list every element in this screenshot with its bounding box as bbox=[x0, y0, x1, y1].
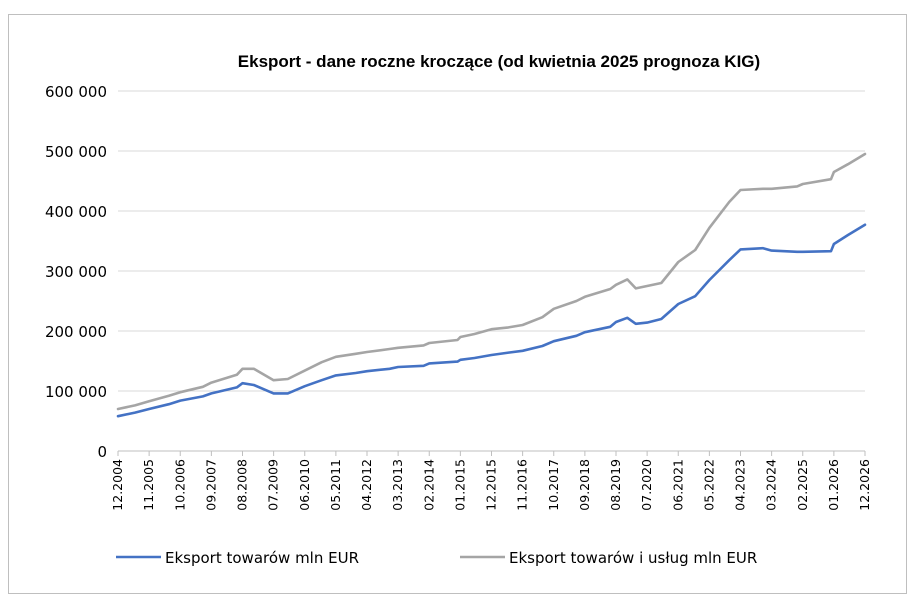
x-tick-label: 03.2013 bbox=[390, 459, 405, 511]
x-tick-label: 06.2010 bbox=[297, 459, 312, 511]
y-tick-label: 100 000 bbox=[45, 383, 107, 401]
x-tick-label: 11.2005 bbox=[141, 459, 156, 511]
x-tick-label: 10.2017 bbox=[546, 459, 561, 511]
x-tick-label: 02.2014 bbox=[421, 459, 436, 511]
y-tick-label: 500 000 bbox=[45, 143, 107, 161]
x-tick-label: 12.2004 bbox=[110, 459, 125, 511]
x-tick-label: 09.2018 bbox=[577, 459, 592, 511]
x-tick-label: 02.2025 bbox=[795, 459, 810, 511]
x-tick-label: 03.2024 bbox=[764, 459, 779, 511]
y-tick-label: 200 000 bbox=[45, 323, 107, 341]
legend-label: Eksport towarów mln EUR bbox=[165, 549, 359, 567]
y-axis-ticks: 0 100 000 200 000 300 000 400 000 500 000 600 … bbox=[45, 83, 107, 461]
x-tick-label: 05.2022 bbox=[701, 459, 716, 511]
series-line-1 bbox=[116, 223, 867, 418]
series-line-2 bbox=[116, 152, 867, 411]
x-tick-label: 12.2015 bbox=[484, 459, 499, 511]
x-tick-label: 07.2020 bbox=[639, 459, 654, 511]
x-tick-label: 12.2026 bbox=[857, 459, 872, 511]
x-tick-label: 08.2008 bbox=[235, 459, 250, 511]
x-tick-label: 06.2021 bbox=[670, 459, 685, 511]
chart-frame: Eksport - dane roczne kroczące (od kwiet… bbox=[8, 14, 907, 594]
x-tick-label: 10.2006 bbox=[172, 459, 187, 511]
legend-label: Eksport towarów i usług mln EUR bbox=[509, 549, 757, 567]
y-tick-label: 600 000 bbox=[45, 83, 107, 101]
series-lines bbox=[116, 152, 867, 418]
x-tick-label: 01.2026 bbox=[826, 459, 841, 511]
legend: Eksport towarów mln EUR Eksport towarów i… bbox=[116, 549, 757, 567]
x-tick-label: 08.2019 bbox=[608, 459, 623, 511]
y-tick-label: 400 000 bbox=[45, 203, 107, 221]
x-tick-label: 07.2009 bbox=[266, 459, 281, 511]
y-tick-label: 0 bbox=[97, 443, 107, 461]
gridlines bbox=[118, 90, 865, 392]
chart-title: Eksport - dane roczne kroczące (od kwiet… bbox=[238, 52, 760, 71]
x-tick-label: 11.2016 bbox=[515, 459, 530, 511]
x-tick-label: 04.2012 bbox=[359, 459, 374, 511]
x-tick-label: 01.2015 bbox=[452, 459, 467, 511]
x-axis: 12.2004 11.2005 10.2006 09.2007 08.2008 07.20… bbox=[110, 450, 872, 511]
x-tick-label: 09.2007 bbox=[203, 459, 218, 511]
line-chart: Eksport - dane roczne kroczące (od kwiet… bbox=[45, 52, 872, 567]
x-tick-label: 04.2023 bbox=[733, 459, 748, 511]
y-tick-label: 300 000 bbox=[45, 263, 107, 281]
x-tick-label: 05.2011 bbox=[328, 459, 343, 511]
